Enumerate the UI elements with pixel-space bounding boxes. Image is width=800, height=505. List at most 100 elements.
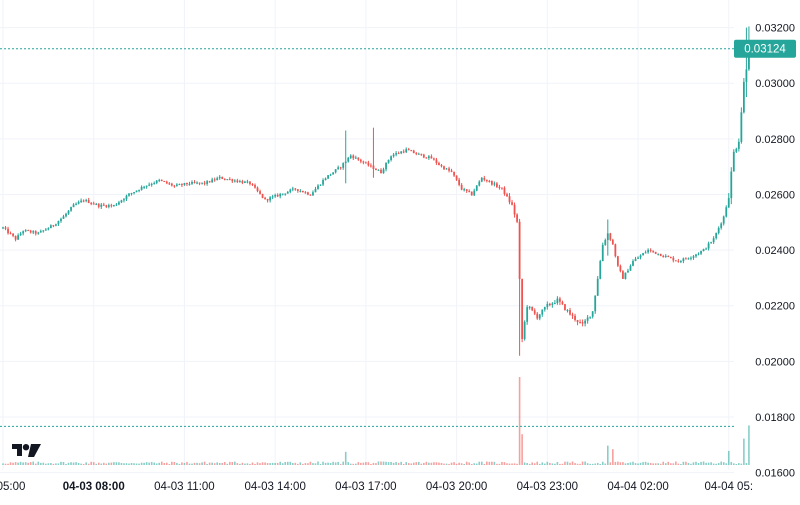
candle — [493, 181, 496, 187]
candle-body — [685, 258, 687, 260]
candle-body — [135, 190, 138, 193]
candle — [42, 230, 45, 233]
volume-bar — [115, 462, 118, 465]
candle-body — [42, 230, 45, 232]
candle-body — [488, 180, 491, 182]
candle — [460, 183, 463, 191]
tradingview-logo-icon[interactable] — [12, 444, 41, 457]
candle-body — [233, 180, 236, 182]
volume-bar — [629, 462, 632, 465]
volume-bar — [498, 463, 501, 465]
volume-bar — [367, 462, 370, 465]
candle — [284, 193, 287, 196]
candle-body — [244, 181, 246, 183]
y-tick-label: 0.03200 — [755, 23, 795, 35]
candle-body — [710, 242, 713, 244]
candle-body — [546, 303, 549, 308]
candle — [516, 213, 518, 224]
volume-bar — [664, 463, 667, 465]
candle-body — [609, 233, 612, 240]
candle — [213, 177, 216, 182]
volume-bar — [337, 461, 339, 465]
candle-body — [354, 157, 357, 159]
candle-body — [523, 321, 526, 339]
candle — [382, 167, 385, 174]
candle — [674, 260, 677, 262]
candle — [158, 178, 161, 183]
candle-body — [730, 171, 733, 199]
candle — [571, 312, 574, 319]
candle — [490, 180, 493, 186]
candle-body — [594, 295, 597, 312]
volume-bar — [317, 461, 319, 465]
volume-bar — [123, 463, 125, 465]
candle — [619, 264, 622, 273]
candle-body — [57, 221, 60, 225]
volume-bar — [133, 463, 135, 465]
volume-bar — [82, 463, 85, 465]
volume-bar — [695, 461, 697, 465]
candle — [629, 264, 632, 271]
volume-bar — [561, 463, 564, 465]
candle — [392, 153, 395, 158]
volume-bar — [715, 463, 717, 465]
candle — [223, 178, 226, 181]
candle-body — [85, 199, 88, 201]
candle-body — [203, 182, 206, 184]
y-axis[interactable]: 0.03200 0.03000 0.02800 0.02600 0.02400 0.022… — [755, 23, 795, 480]
candle-body — [307, 192, 309, 195]
volume-bar — [687, 462, 690, 465]
volume-bar — [622, 462, 624, 465]
candle-body — [745, 69, 748, 82]
candle — [9, 231, 12, 235]
volume-bar — [173, 461, 176, 465]
candle-body — [639, 255, 642, 258]
volume-bar — [538, 463, 541, 465]
volume-bar — [324, 462, 327, 465]
volume-bar — [60, 461, 62, 465]
candle — [24, 229, 27, 233]
candle-body — [690, 257, 692, 259]
candle — [85, 198, 88, 203]
volume-bar — [612, 449, 614, 465]
volume-bar — [55, 463, 57, 465]
volume-bar — [29, 462, 32, 465]
candle-body — [24, 230, 27, 232]
candle — [77, 200, 80, 205]
candle-body — [737, 141, 740, 149]
candle — [233, 179, 236, 183]
candle-body — [266, 199, 269, 201]
candle-body — [740, 112, 743, 142]
volume-bar — [256, 462, 259, 465]
volume-bar — [213, 463, 216, 465]
volume-bar — [528, 463, 531, 465]
candle-body — [140, 186, 143, 190]
candle-body — [249, 181, 251, 185]
candle-body — [75, 203, 77, 205]
volume-bar — [445, 463, 448, 465]
volume-bar — [271, 462, 274, 465]
volume-bar — [266, 462, 269, 465]
candle — [581, 319, 584, 327]
x-axis[interactable]: 03 05:00 04-03 08:00 04-03 11:00 04-03 14:0… — [0, 481, 753, 493]
candle — [175, 183, 178, 187]
volume-bar — [433, 462, 435, 465]
volume-bar — [62, 461, 65, 465]
candle-body — [705, 248, 707, 250]
candle-body — [473, 190, 476, 196]
candle — [642, 252, 644, 256]
candle-body — [196, 182, 198, 184]
candle — [647, 248, 650, 254]
volume-bar — [292, 463, 294, 465]
volume-bar — [644, 461, 647, 465]
candle-body — [478, 181, 481, 186]
candle — [669, 256, 672, 259]
volume-bar — [355, 463, 357, 465]
candle — [105, 204, 108, 209]
candle-body — [259, 191, 261, 194]
candle-body — [412, 150, 415, 154]
volume-bar — [475, 463, 478, 465]
candle — [299, 189, 302, 193]
